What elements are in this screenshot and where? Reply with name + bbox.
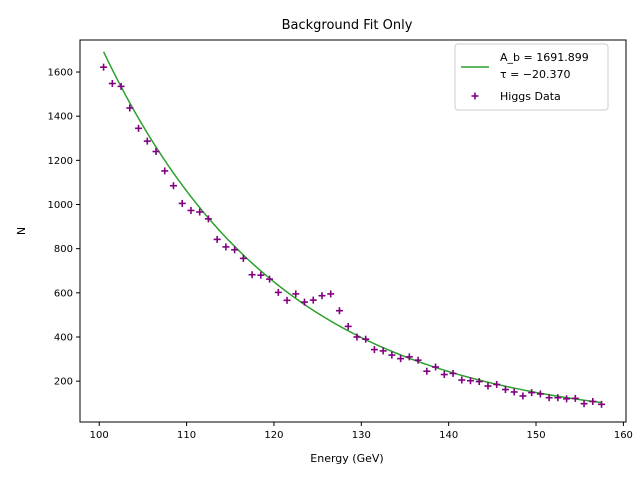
- data-point: [458, 376, 466, 384]
- legend-data-marker: [471, 92, 479, 100]
- data-point: [257, 271, 265, 279]
- data-point: [327, 290, 335, 298]
- y-axis-label: N: [15, 227, 28, 235]
- data-point: [501, 386, 509, 394]
- fit-layer: [102, 51, 602, 404]
- data-point: [274, 288, 282, 296]
- data-point: [475, 378, 483, 386]
- y-tick-label: 600: [54, 288, 73, 299]
- x-axis: 100 110 120 130 140 150 160: [90, 422, 633, 441]
- data-point: [528, 389, 536, 397]
- data-point: [388, 351, 396, 359]
- y-tick-label: 400: [54, 332, 73, 343]
- data-point: [108, 79, 116, 87]
- y-tick-label: 1200: [48, 156, 73, 167]
- data-point: [301, 298, 309, 306]
- data-point: [187, 206, 195, 214]
- x-axis-label: Energy (GeV): [310, 452, 383, 465]
- data-point: [213, 235, 221, 243]
- data-point: [510, 388, 518, 396]
- legend-data-plus: [471, 92, 479, 100]
- y-tick-label: 1400: [48, 112, 73, 123]
- data-point: [126, 104, 134, 112]
- data-point: [117, 82, 125, 90]
- data-point: [414, 356, 422, 364]
- data-point: [309, 296, 317, 304]
- data-point: [545, 394, 553, 402]
- x-tick-label: 100: [90, 430, 109, 441]
- plot-area: [79, 39, 627, 423]
- data-point: [231, 246, 239, 254]
- legend-fit-label-2: τ = −20.370: [500, 68, 571, 81]
- legend-fit-label-1: A_b = 1691.899: [500, 51, 589, 64]
- data-point: [484, 382, 492, 390]
- data-point: [266, 275, 274, 283]
- data-point: [580, 400, 588, 408]
- data-point: [248, 271, 256, 279]
- data-point: [318, 292, 326, 300]
- data-point: [397, 355, 405, 363]
- data-point: [353, 333, 361, 341]
- data-point: [466, 377, 474, 385]
- data-point: [196, 208, 204, 216]
- data-point: [178, 199, 186, 207]
- data-point: [554, 394, 562, 402]
- data-point: [423, 367, 431, 375]
- chart-title: Background Fit Only: [282, 18, 413, 33]
- data-point: [143, 137, 151, 145]
- data-point: [519, 392, 527, 400]
- data-point: [100, 63, 108, 71]
- x-tick-label: 150: [526, 430, 545, 441]
- data-point: [292, 290, 300, 298]
- legend: A_b = 1691.899 τ = −20.370 Higgs Data: [454, 43, 609, 111]
- data-point: [362, 335, 370, 343]
- x-tick-label: 160: [614, 430, 633, 441]
- data-point: [571, 394, 579, 402]
- x-tick-label: 140: [439, 430, 458, 441]
- points-layer: [100, 63, 606, 408]
- data-point: [536, 390, 544, 398]
- data-point: [239, 254, 247, 262]
- data-point: [335, 307, 343, 315]
- legend-data-label: Higgs Data: [500, 90, 561, 103]
- data-point: [405, 353, 413, 361]
- data-point: [283, 296, 291, 304]
- data-point: [589, 397, 597, 405]
- data-point: [493, 380, 501, 388]
- y-tick-label: 1600: [48, 68, 73, 79]
- x-tick-label: 110: [177, 430, 196, 441]
- data-point: [222, 243, 230, 251]
- legend-box: [454, 43, 609, 111]
- y-tick-label: 800: [54, 244, 73, 255]
- data-point: [563, 395, 571, 403]
- data-point: [370, 346, 378, 354]
- data-point: [152, 148, 160, 156]
- y-tick-label: 1000: [48, 200, 73, 211]
- x-tick-label: 130: [352, 430, 371, 441]
- y-axis: 200 400 600 800 1000 1200 1400 1600: [48, 68, 80, 388]
- fit-curve: [102, 51, 602, 404]
- data-point: [161, 167, 169, 175]
- y-tick-label: 200: [54, 377, 73, 388]
- data-point: [432, 363, 440, 371]
- x-tick-label: 120: [264, 430, 283, 441]
- data-point: [440, 371, 448, 379]
- data-point: [449, 369, 457, 377]
- data-point: [379, 347, 387, 355]
- data-point: [135, 124, 143, 132]
- data-point: [204, 215, 212, 223]
- data-point: [344, 322, 352, 330]
- plot-frame: [79, 39, 627, 423]
- data-point: [598, 400, 606, 408]
- data-point: [169, 182, 177, 190]
